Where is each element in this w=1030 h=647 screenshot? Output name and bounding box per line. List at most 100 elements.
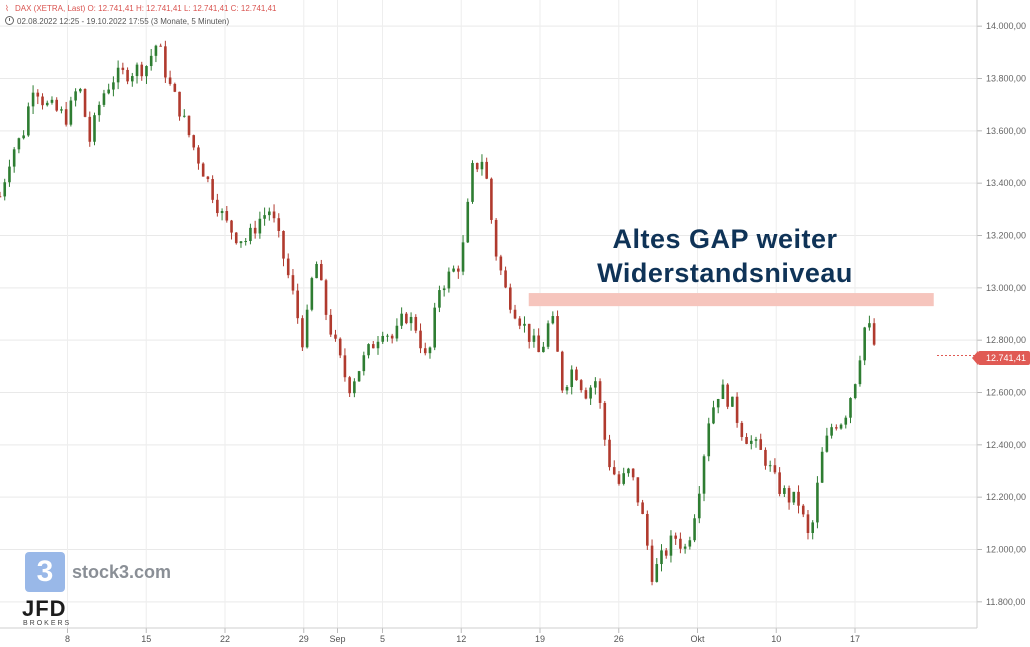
candle-body [310,278,314,310]
candle-body [816,482,819,523]
candle-body [338,338,342,356]
candle-body [244,241,247,243]
candle-body [716,398,720,408]
candle-body [792,491,796,503]
candle-body [674,535,677,539]
candle-body [485,161,488,179]
y-tick-label: 12.000,00 [986,545,1026,555]
candle-body [201,163,205,177]
candle-body [839,424,843,429]
y-tick-label: 12.400,00 [986,440,1026,450]
candle-body [211,179,214,200]
x-tick-label: 22 [220,634,230,644]
candle-body [301,318,304,348]
candle-body [343,355,347,378]
candle-body [3,182,7,197]
y-tick-label: 13.600,00 [986,126,1026,136]
candle-body [707,423,711,457]
candle-body [324,280,328,315]
candle-body [641,502,644,514]
candle-body [820,451,824,483]
x-tick-label: 17 [850,634,860,644]
candle-body [168,77,172,84]
candle-body [797,491,800,506]
candle-body [371,344,375,349]
resistance-band [528,293,934,307]
candle-body [286,258,290,276]
resistance-annotation: Altes GAP weiter Widerstandsniveau [560,222,890,290]
candle-body [594,381,597,388]
candle-body [598,381,602,403]
candle-body [466,201,470,243]
candle-body [683,546,687,549]
candle-body [768,465,772,467]
candle-body [679,538,682,549]
candle-body [249,227,252,242]
candle-body [230,220,233,233]
candle-body [442,288,446,291]
candle-body [754,439,758,441]
candle-body [698,493,701,519]
x-tick-label: 19 [535,634,545,644]
candle-body [225,211,229,221]
candle-body [272,211,276,219]
candle-body [537,335,540,353]
candle-body [291,275,295,291]
candle-body [655,564,659,582]
candle-body [50,99,54,103]
candle-body [745,436,748,444]
candle-body [726,384,729,407]
candle-body [627,468,630,474]
candle-body [112,82,115,90]
candle-body [419,330,422,349]
y-tick-label: 13.200,00 [986,231,1026,241]
candle-body [527,323,531,342]
candle-body [811,522,814,533]
candle-body [376,341,380,349]
candle-body [182,115,186,117]
candle-body [480,161,484,170]
candle-body [849,398,852,418]
candle-body [390,335,394,339]
candle-body [523,323,526,326]
candle-body [872,323,876,345]
stock3-logo: 3 [25,552,65,592]
candle-body [353,381,356,394]
candle-body [858,360,862,385]
instrument-line: DAX (XETRA, Last) O: 12.741,41 H: 12.741… [15,4,277,13]
candle-body [334,334,337,339]
candle-body [787,488,791,503]
candle-body [740,422,744,437]
candle-body [551,316,555,324]
candle-body [504,270,507,288]
plot-area [0,0,977,628]
candle-body [853,384,857,399]
candle-body [386,335,389,337]
candle-body [494,219,498,257]
candle-body [801,505,805,515]
candle-body [863,327,866,361]
candle-body [405,313,408,324]
candle-body [603,402,607,440]
candle-body [296,290,299,319]
candle-body [64,109,68,125]
candle-body [149,55,153,67]
candle-body [688,540,692,547]
candle-body [669,535,673,556]
x-tick-label: Okt [690,634,705,644]
y-tick-label: 14.000,00 [986,21,1026,31]
candle-body [239,241,243,244]
candle-body [93,115,96,142]
candle-body [778,472,781,494]
candle-body [438,290,441,308]
candle-body [518,318,522,326]
candle-body [0,196,2,198]
candle-body [735,396,739,423]
candle-body [447,271,451,289]
candle-body [197,147,200,164]
candle-body [584,390,588,399]
candle-body [560,351,564,391]
candle-body [277,218,281,231]
candle-body [565,387,569,391]
